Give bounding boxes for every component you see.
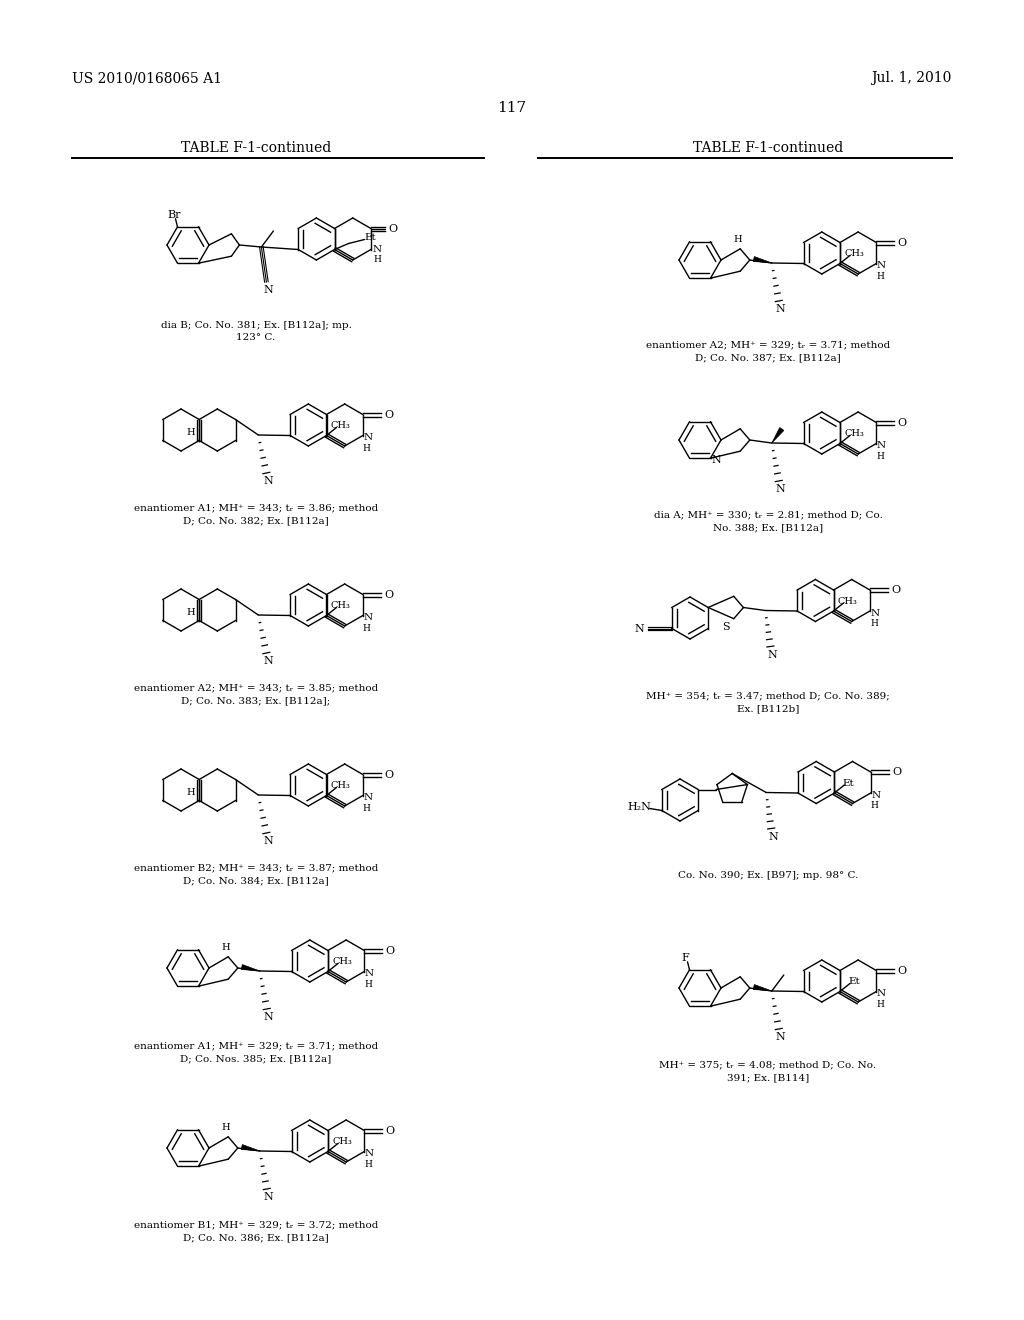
Polygon shape	[772, 428, 783, 444]
Text: N: N	[871, 791, 881, 800]
Text: N: N	[877, 441, 886, 450]
Text: O: O	[898, 965, 907, 975]
Text: H: H	[877, 1001, 885, 1008]
Text: H: H	[222, 944, 230, 952]
Text: H: H	[734, 235, 742, 244]
Text: F: F	[682, 953, 689, 962]
Text: CH₃: CH₃	[844, 249, 864, 257]
Text: N: N	[877, 261, 886, 271]
Text: D; Co. Nos. 385; Ex. [B112a]: D; Co. Nos. 385; Ex. [B112a]	[180, 1055, 332, 1064]
Text: TABLE F-1-continued: TABLE F-1-continued	[181, 141, 331, 154]
Text: MH⁺ = 354; tᵣ = 3.47; method D; Co. No. 389;: MH⁺ = 354; tᵣ = 3.47; method D; Co. No. …	[646, 692, 890, 701]
Text: CH₃: CH₃	[331, 601, 350, 610]
Text: No. 388; Ex. [B112a]: No. 388; Ex. [B112a]	[713, 524, 823, 532]
Text: enantiomer A2; MH⁺ = 329; tᵣ = 3.71; method: enantiomer A2; MH⁺ = 329; tᵣ = 3.71; met…	[646, 341, 890, 350]
Text: H: H	[362, 624, 371, 634]
Text: D; Co. No. 382; Ex. [B112a]: D; Co. No. 382; Ex. [B112a]	[183, 516, 329, 525]
Text: Jul. 1, 2010: Jul. 1, 2010	[871, 71, 952, 84]
Text: Et: Et	[365, 234, 377, 242]
Text: H: H	[186, 428, 196, 437]
Text: D; Co. No. 387; Ex. [B112a]: D; Co. No. 387; Ex. [B112a]	[695, 354, 841, 363]
Text: H: H	[365, 1160, 373, 1170]
Text: CH₃: CH₃	[331, 781, 350, 789]
Text: CH₃: CH₃	[332, 957, 352, 966]
Text: N: N	[263, 656, 273, 667]
Text: Et: Et	[848, 977, 860, 986]
Text: 123° C.: 123° C.	[237, 334, 275, 342]
Text: CH₃: CH₃	[332, 1137, 352, 1146]
Text: N: N	[365, 1148, 374, 1158]
Text: Ex. [B112b]: Ex. [B112b]	[737, 705, 799, 714]
Text: N: N	[776, 304, 785, 314]
Text: H: H	[877, 451, 885, 461]
Text: H: H	[186, 609, 196, 616]
Text: H: H	[373, 255, 381, 264]
Text: H: H	[362, 444, 371, 453]
Text: Br: Br	[168, 210, 181, 220]
Text: H: H	[362, 804, 371, 813]
Text: O: O	[891, 585, 900, 595]
Text: 117: 117	[498, 102, 526, 115]
Text: N: N	[635, 623, 645, 634]
Text: N: N	[365, 969, 374, 978]
Text: O: O	[384, 590, 393, 599]
Text: TABLE F-1-continued: TABLE F-1-continued	[693, 141, 843, 154]
Text: O: O	[384, 770, 393, 780]
Polygon shape	[754, 985, 772, 991]
Text: D; Co. No. 386; Ex. [B112a]: D; Co. No. 386; Ex. [B112a]	[183, 1233, 329, 1242]
Text: enantiomer A1; MH⁺ = 343; tᵣ = 3.86; method: enantiomer A1; MH⁺ = 343; tᵣ = 3.86; met…	[134, 503, 378, 512]
Text: H₂N: H₂N	[628, 803, 651, 813]
Text: N: N	[776, 484, 785, 494]
Text: enantiomer B1; MH⁺ = 329; tᵣ = 3.72; method: enantiomer B1; MH⁺ = 329; tᵣ = 3.72; met…	[134, 1221, 378, 1229]
Text: N: N	[364, 793, 373, 803]
Text: N: N	[364, 433, 373, 442]
Text: US 2010/0168065 A1: US 2010/0168065 A1	[72, 71, 222, 84]
Text: Co. No. 390; Ex. [B97]; mp. 98° C.: Co. No. 390; Ex. [B97]; mp. 98° C.	[678, 870, 858, 879]
Text: CH₃: CH₃	[331, 421, 350, 430]
Polygon shape	[242, 965, 260, 972]
Text: N: N	[712, 455, 721, 465]
Text: N: N	[263, 477, 273, 486]
Text: N: N	[776, 1032, 785, 1041]
Polygon shape	[754, 256, 772, 263]
Text: enantiomer A1; MH⁺ = 329; tᵣ = 3.71; method: enantiomer A1; MH⁺ = 329; tᵣ = 3.71; met…	[134, 1041, 378, 1051]
Text: dia A; MH⁺ = 330; tᵣ = 2.81; method D; Co.: dia A; MH⁺ = 330; tᵣ = 2.81; method D; C…	[653, 511, 883, 520]
Text: N: N	[364, 612, 373, 622]
Text: N: N	[264, 1192, 273, 1203]
Text: O: O	[892, 767, 901, 777]
Text: D; Co. No. 383; Ex. [B112a];: D; Co. No. 383; Ex. [B112a];	[181, 697, 331, 705]
Text: enantiomer A2; MH⁺ = 343; tᵣ = 3.85; method: enantiomer A2; MH⁺ = 343; tᵣ = 3.85; met…	[134, 684, 378, 693]
Text: N: N	[870, 609, 880, 618]
Text: N: N	[768, 832, 778, 842]
Text: O: O	[388, 223, 397, 234]
Text: N: N	[877, 989, 886, 998]
Text: MH⁺ = 375; tᵣ = 4.08; method D; Co. No.: MH⁺ = 375; tᵣ = 4.08; method D; Co. No.	[659, 1060, 877, 1069]
Text: H: H	[870, 801, 879, 810]
Text: H: H	[186, 788, 196, 797]
Text: N: N	[263, 285, 273, 294]
Text: S: S	[722, 622, 729, 632]
Text: dia B; Co. No. 381; Ex. [B112a]; mp.: dia B; Co. No. 381; Ex. [B112a]; mp.	[161, 321, 351, 330]
Text: N: N	[768, 649, 777, 660]
Text: enantiomer B2; MH⁺ = 343; tᵣ = 3.87; method: enantiomer B2; MH⁺ = 343; tᵣ = 3.87; met…	[134, 863, 378, 873]
Text: H: H	[365, 979, 373, 989]
Text: N: N	[263, 836, 273, 846]
Text: O: O	[898, 417, 907, 428]
Text: 391; Ex. [B114]: 391; Ex. [B114]	[727, 1073, 809, 1082]
Text: Et: Et	[843, 779, 854, 788]
Text: CH₃: CH₃	[838, 597, 857, 606]
Polygon shape	[242, 1144, 260, 1151]
Text: H: H	[877, 272, 885, 281]
Text: N: N	[373, 246, 382, 253]
Text: H: H	[222, 1123, 230, 1133]
Text: D; Co. No. 384; Ex. [B112a]: D; Co. No. 384; Ex. [B112a]	[183, 876, 329, 886]
Text: CH₃: CH₃	[844, 429, 864, 438]
Text: O: O	[386, 945, 395, 956]
Text: O: O	[898, 238, 907, 248]
Text: O: O	[386, 1126, 395, 1135]
Text: H: H	[870, 619, 878, 628]
Text: O: O	[384, 409, 393, 420]
Text: N: N	[264, 1012, 273, 1022]
